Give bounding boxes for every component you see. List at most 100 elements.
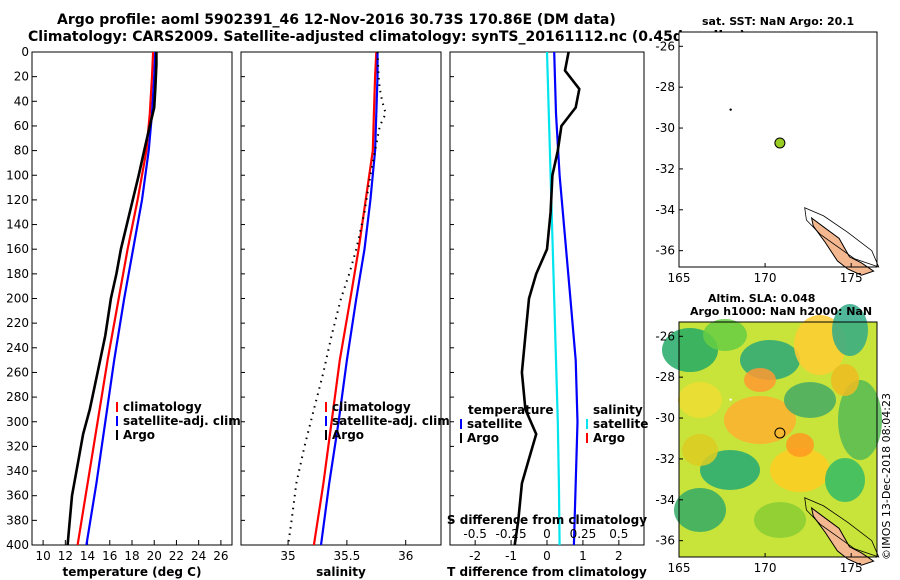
legend-label: climatology <box>123 400 202 414</box>
depth-tick-label: 0 <box>21 45 29 59</box>
depth-tick-label: 60 <box>14 119 29 133</box>
bathymetry-contour <box>804 497 880 558</box>
sla-anomaly-blob <box>831 364 859 396</box>
map-lat-label: -28 <box>655 370 675 384</box>
map-lat-label: -34 <box>655 203 675 217</box>
depth-tick-label: 160 <box>6 242 29 256</box>
legend-label: satellite <box>467 417 522 431</box>
map-lat-label: -28 <box>655 80 675 94</box>
series-line-argo <box>66 52 158 546</box>
sla-map-title-line2: Argo h1000: NaN h2000: NaN <box>690 305 873 318</box>
map-lat-label: -26 <box>655 39 675 53</box>
norfolk-island-marker <box>729 398 732 401</box>
secondary-x-tick-label: 0.25 <box>570 527 597 541</box>
depth-tick-label: 380 <box>6 513 29 527</box>
series-line-satellite-adj-clim- <box>85 51 157 546</box>
map-lon-label: 175 <box>840 561 863 575</box>
map-frame <box>678 31 878 268</box>
legend-label: Argo <box>593 431 625 445</box>
depth-tick-label: 320 <box>6 439 29 453</box>
sla-anomaly-blob <box>838 380 882 460</box>
map-lon-label: 170 <box>754 271 777 285</box>
sla-map-title-line1: Altim. SLA: 0.048 <box>708 292 816 305</box>
legend-label: temperature <box>468 403 553 417</box>
salinity-x-axis-label: salinity <box>316 565 366 579</box>
map-lat-label: -26 <box>655 329 675 343</box>
depth-tick-label: 360 <box>6 489 29 503</box>
temperature-x-tick-label: 20 <box>147 549 162 563</box>
map-lat-label: -30 <box>655 121 675 135</box>
temperature-x-tick-label: 10 <box>35 549 50 563</box>
depth-tick-label: 240 <box>6 341 29 355</box>
bathymetry-contour <box>804 207 880 268</box>
series-line-t-argo <box>513 51 581 546</box>
legend-label: climatology <box>332 400 411 414</box>
salinity-x-tick-label: 36 <box>398 549 413 563</box>
secondary-x-tick-label: -0.25 <box>496 527 527 541</box>
map-frame <box>678 321 878 558</box>
sla-anomaly-blob <box>832 304 868 356</box>
new-zealand-landmass <box>810 506 875 566</box>
sst-map <box>678 31 880 276</box>
map-lon-label: 170 <box>754 561 777 575</box>
temperature-x-tick-label: 12 <box>58 549 73 563</box>
sla-anomaly-blob <box>784 382 836 418</box>
depth-tick-label: 300 <box>6 415 29 429</box>
argo-position-marker <box>774 427 786 439</box>
difference-x-tick-label: -1 <box>505 549 517 563</box>
depth-tick-label: 40 <box>14 94 29 108</box>
series-line-satellite-adj-clim- <box>319 52 379 546</box>
sla-anomaly-blob <box>724 396 796 444</box>
sla-map <box>662 304 882 566</box>
temperature-x-tick-label: 16 <box>102 549 117 563</box>
secondary-x-tick-label: -0.5 <box>463 527 486 541</box>
legend-label: satellite <box>593 417 648 431</box>
new-zealand-landmass <box>810 216 875 276</box>
map-lon-label: 175 <box>840 271 863 285</box>
argo-position-marker <box>774 137 786 149</box>
temperature-x-axis-label: temperature (deg C) <box>63 565 202 579</box>
sla-anomaly-blob <box>754 502 806 538</box>
sla-anomaly-blob <box>770 448 830 492</box>
depth-tick-label: 180 <box>6 267 29 281</box>
temperature-x-tick-label: 14 <box>80 549 95 563</box>
depth-tick-label: 140 <box>6 218 29 232</box>
norfolk-island-marker <box>729 108 732 111</box>
map-lat-label: -36 <box>655 534 675 548</box>
sla-anomaly-blob <box>678 382 722 418</box>
legend-label: salinity <box>593 403 643 417</box>
depth-tick-label: 80 <box>14 144 29 158</box>
legend-label: satellite-adj. clim. <box>123 414 245 428</box>
map-lat-label: -36 <box>655 244 675 258</box>
map-lon-label: 165 <box>668 561 691 575</box>
depth-tick-label: 200 <box>6 292 29 306</box>
depth-tick-label: 260 <box>6 365 29 379</box>
series-line-climatology <box>312 51 378 546</box>
sla-anomaly-blob <box>703 319 747 351</box>
salinity-plot-frame <box>240 51 442 546</box>
credit-text: ©IMOS 13-Dec-2018 08:04:23 <box>880 393 893 560</box>
temperature-plot-frame <box>31 51 233 546</box>
temperature-x-tick-label: 18 <box>124 549 139 563</box>
series-line-climatology <box>76 51 155 546</box>
map-lat-label: -32 <box>655 452 675 466</box>
series-line-argo <box>287 51 387 546</box>
sla-anomaly-blob <box>786 433 814 457</box>
salinity-x-tick-label: 35.5 <box>334 549 361 563</box>
depth-tick-label: 280 <box>6 390 29 404</box>
depth-tick-label: 20 <box>14 70 29 84</box>
sst-background <box>679 32 877 267</box>
temperature-x-tick-label: 26 <box>213 549 228 563</box>
figure-title-line1: Argo profile: aoml 5902391_46 12-Nov-201… <box>57 12 616 28</box>
difference-x-tick-label: 1 <box>579 549 587 563</box>
difference-x-tick-label: 2 <box>615 549 623 563</box>
map-lat-label: -34 <box>655 493 675 507</box>
series-line-t-satellite <box>553 51 579 546</box>
difference-x-axis-label: T difference from climatology <box>447 565 647 579</box>
legend-label: Argo <box>467 431 499 445</box>
secondary-x-tick-label: 0.5 <box>609 527 628 541</box>
secondary-x-axis-label: S difference from climatology <box>447 513 647 527</box>
depth-tick-label: 120 <box>6 193 29 207</box>
legend-label: Argo <box>332 428 364 442</box>
